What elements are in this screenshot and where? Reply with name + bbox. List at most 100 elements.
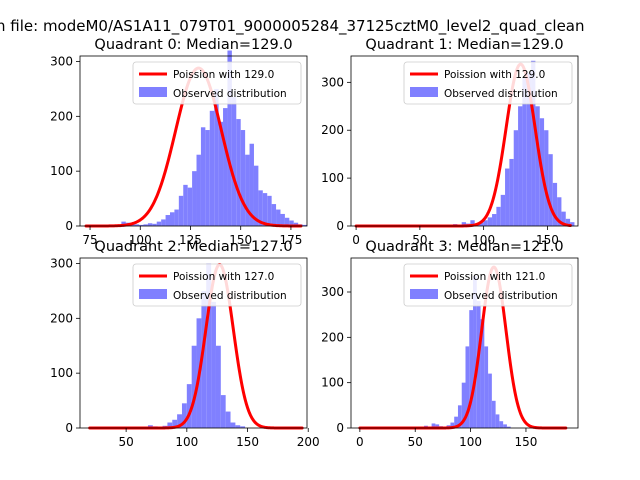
- hist-bar: [484, 346, 489, 428]
- y-tick-label: 300: [50, 256, 73, 270]
- hist-bar: [570, 222, 575, 226]
- hist-bar: [183, 184, 188, 226]
- x-tick-label: 200: [297, 435, 320, 449]
- x-tick-label: 0: [356, 435, 364, 449]
- hist-bar: [206, 263, 212, 428]
- legend: Poission with 127.0 Observed distribution: [132, 263, 302, 307]
- x-tick-label: 100: [472, 233, 495, 247]
- hist-bar: [465, 346, 470, 428]
- legend-box: [403, 61, 573, 105]
- legend-box: [403, 263, 573, 307]
- hist-bar: [167, 422, 173, 428]
- hist-bar: [181, 403, 187, 428]
- y-tick-label: 200: [321, 330, 344, 344]
- hist-bar: [200, 127, 206, 226]
- hist-bar: [227, 50, 232, 226]
- hist-bar: [293, 222, 299, 226]
- hist-bar: [230, 422, 236, 428]
- legend-patch-swatch: [410, 87, 438, 97]
- legend: Poission with 121.0 Observed distribution: [403, 263, 573, 307]
- y-tick-label: 200: [321, 123, 344, 137]
- y-tick-label: 200: [50, 109, 73, 123]
- legend-label-model: Poission with 129.0: [173, 69, 274, 81]
- legend-patch-swatch: [139, 289, 167, 299]
- hist-bar: [499, 421, 504, 428]
- hist-bar: [143, 224, 148, 226]
- hist-bar: [169, 212, 175, 226]
- hist-bar: [513, 130, 519, 226]
- hist-bar: [495, 414, 500, 428]
- hist-bar: [211, 301, 216, 428]
- hist-bar: [469, 310, 474, 428]
- x-tick-label: 100: [129, 233, 152, 247]
- hist-bar: [178, 195, 184, 226]
- hist-bar: [267, 195, 272, 226]
- legend-label-hist: Observed distribution: [444, 290, 558, 302]
- hist-bar: [220, 395, 226, 428]
- hist-bar: [473, 276, 477, 428]
- hist-bar: [565, 218, 571, 226]
- quadrant-1-panel: 0 50 100 150 0 100 200 300 Poission with 129.0 Ob…: [321, 37, 579, 247]
- y-tick-label: 100: [50, 366, 73, 380]
- y-tick-label: 0: [336, 421, 344, 435]
- hist-bar: [470, 220, 475, 226]
- hist-bar: [561, 211, 566, 226]
- legend-label-hist: Observed distribution: [173, 88, 287, 100]
- hist-bar: [186, 384, 192, 428]
- hist-bar: [253, 165, 259, 226]
- hist-bar: [503, 424, 507, 428]
- legend-patch-swatch: [410, 289, 438, 299]
- x-tick-label: 50: [412, 233, 427, 247]
- hist-bar: [509, 158, 514, 226]
- x-tick-label: 0: [352, 233, 360, 247]
- hist-bar: [496, 206, 501, 226]
- hist-bar: [235, 425, 241, 428]
- x-tick-label: 150: [515, 435, 538, 449]
- quadrant-0-panel: 75 100 125 150 175 0 100 200 300 Poission with 12…: [50, 37, 308, 247]
- y-tick-label: 0: [65, 219, 73, 233]
- y-tick-label: 300: [50, 54, 73, 68]
- hist-bar: [209, 110, 215, 226]
- hist-bar: [461, 382, 466, 428]
- hist-bar: [147, 223, 153, 226]
- hist-bar: [187, 187, 193, 226]
- legend-box: [132, 263, 302, 307]
- hist-bar: [192, 171, 197, 226]
- legend: Poission with 129.0 Observed distribution: [403, 61, 573, 105]
- hist-bar: [152, 223, 157, 226]
- legend-patch-swatch: [139, 87, 167, 97]
- hist-bar: [431, 423, 436, 428]
- x-tick-label: 150: [536, 233, 559, 247]
- hist-bar: [258, 190, 263, 226]
- hist-bar: [201, 290, 207, 428]
- hist-bar: [223, 108, 228, 226]
- hist-bar: [161, 219, 166, 226]
- legend-label-hist: Observed distribution: [173, 290, 287, 302]
- hist-bar: [236, 119, 241, 226]
- y-tick-label: 200: [50, 311, 73, 325]
- hist-bar: [165, 215, 170, 226]
- legend-label-model: Poission with 121.0: [444, 271, 545, 283]
- hist-bar: [535, 106, 540, 226]
- x-tick-label: 175: [279, 233, 302, 247]
- legend-label-model: Poission with 127.0: [173, 271, 274, 283]
- x-tick-label: 100: [175, 435, 198, 449]
- hist-bar: [483, 220, 488, 226]
- hist-bar: [518, 106, 523, 226]
- axes-frame: [350, 55, 579, 227]
- y-tick-label: 100: [50, 164, 73, 178]
- axes-frame: [79, 55, 308, 227]
- x-tick-label: 100: [459, 435, 482, 449]
- hist-bar: [191, 345, 197, 428]
- axes-frame: [350, 257, 579, 429]
- quadrant-2-panel: 50 100 150 200 0 100 200 300 Poission with 127.0…: [50, 239, 320, 449]
- figure-suptitle: n file: modeM0/AS1A11_079T01_9000005284_…: [0, 17, 585, 36]
- hist-bar: [506, 426, 511, 428]
- hist-bar: [487, 217, 493, 226]
- hist-bar: [479, 222, 484, 226]
- x-tick-label: 50: [408, 435, 423, 449]
- y-tick-label: 300: [321, 285, 344, 299]
- hist-bar: [492, 214, 497, 226]
- y-tick-label: 300: [321, 75, 344, 89]
